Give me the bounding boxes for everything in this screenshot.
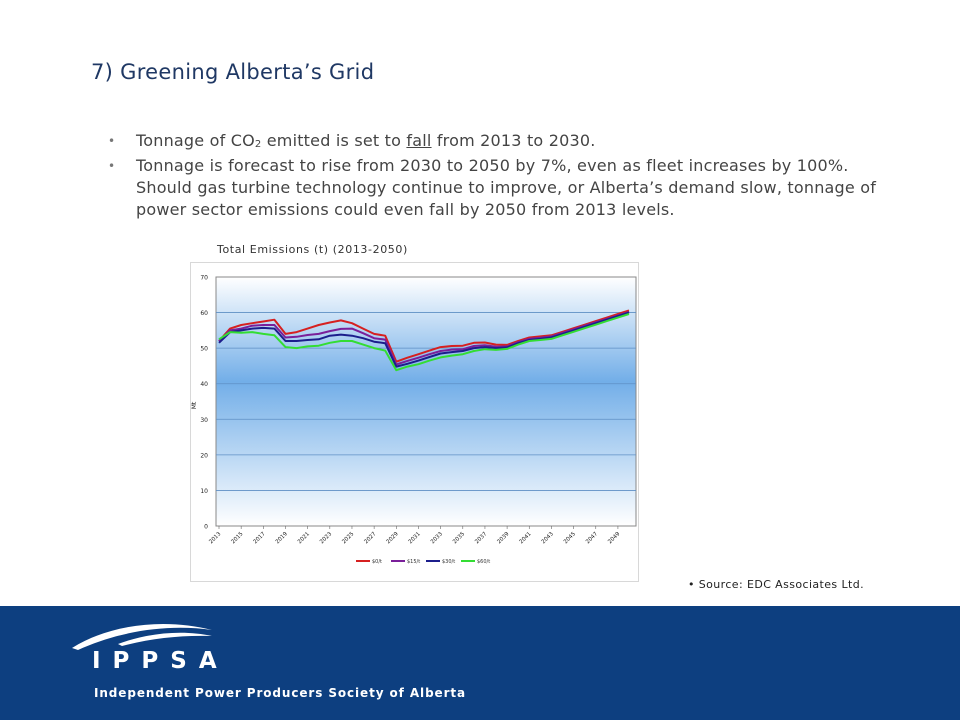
bullet-dot-icon: • xyxy=(108,159,116,173)
bullet-text-part: from 2013 to 2030. xyxy=(431,131,596,150)
y-tick-label: 30 xyxy=(200,417,208,424)
x-tick-label: 2021 xyxy=(297,531,311,545)
x-tick-label: 2023 xyxy=(319,531,333,545)
x-tick-label: 2017 xyxy=(253,531,267,545)
y-tick-label: 70 xyxy=(200,275,208,282)
legend-label: $60/t xyxy=(477,559,490,565)
x-tick-label: 2049 xyxy=(607,531,621,545)
source-text: Source: EDC Associates Ltd. xyxy=(698,578,864,591)
subscript-2: 2 xyxy=(254,139,262,150)
series-line xyxy=(218,311,630,368)
bullet-text-part: Tonnage of CO xyxy=(136,131,255,150)
x-tick-label: 2041 xyxy=(519,531,533,545)
x-tick-label: 2045 xyxy=(563,531,577,545)
x-tick-label: 2039 xyxy=(496,531,510,545)
org-name: Independent Power Producers Society of A… xyxy=(94,686,467,700)
chart-title: Total Emissions (t) (2013-2050) xyxy=(217,243,408,256)
bullet-list: • Tonnage of CO2 emitted is set to fall … xyxy=(106,130,906,224)
x-tick-label: 2037 xyxy=(474,531,488,545)
x-tick-label: 2047 xyxy=(585,531,599,545)
y-tick-label: 10 xyxy=(200,488,208,495)
y-tick-label: 50 xyxy=(200,346,208,353)
logo-swoosh-icon xyxy=(72,624,212,650)
x-tick-label: 2035 xyxy=(452,531,466,545)
legend-label: $15/t xyxy=(407,559,420,565)
plot-area xyxy=(215,276,637,527)
source-note: • Source: EDC Associates Ltd. xyxy=(688,578,864,591)
bullet-item-co2-fall: • Tonnage of CO2 emitted is set to fall … xyxy=(106,130,906,152)
bullet-dot-icon: • xyxy=(108,134,116,148)
x-tick-label: 2025 xyxy=(341,531,355,545)
footer-banner: IPPSA Independent Power Producers Societ… xyxy=(0,606,960,720)
y-axis-label: Mt xyxy=(191,401,198,409)
y-tick-label: 20 xyxy=(200,452,208,459)
bullet-text: Tonnage is forecast to rise from 2030 to… xyxy=(136,156,877,219)
underlined-word: fall xyxy=(406,131,432,150)
x-tick-label: 2031 xyxy=(408,531,422,545)
x-tick-label: 2033 xyxy=(430,531,444,545)
chart-svg: 0 10 20 30 40 50 60 70 Mt 2013 2015 2017 2019 2021 202… xyxy=(191,275,637,565)
emissions-chart: 0 10 20 30 40 50 60 70 Mt 2013 2015 2017 2019 2021 202… xyxy=(190,262,639,582)
slide-title: 7) Greening Alberta’s Grid xyxy=(91,60,375,84)
x-tick-label: 2013 xyxy=(208,531,222,545)
legend-label: $30/t xyxy=(442,559,455,565)
y-tick-label: 40 xyxy=(200,381,208,388)
x-tick-label: 2043 xyxy=(541,531,555,545)
x-tick-label: 2029 xyxy=(386,531,400,545)
x-tick-label: 2015 xyxy=(230,531,244,545)
series-line xyxy=(218,310,630,366)
x-tick-label: 2019 xyxy=(275,531,289,545)
bullet-item-forecast: • Tonnage is forecast to rise from 2030 … xyxy=(106,155,906,221)
y-tick-label: 60 xyxy=(200,310,208,317)
x-tick-label: 2027 xyxy=(363,531,377,545)
legend-label: $0/t xyxy=(372,559,382,565)
logo-wordmark: IPPSA xyxy=(92,648,229,674)
bullet-text-part: emitted is set to xyxy=(261,131,407,150)
y-tick-label: 0 xyxy=(204,524,208,531)
series-line xyxy=(218,313,630,372)
